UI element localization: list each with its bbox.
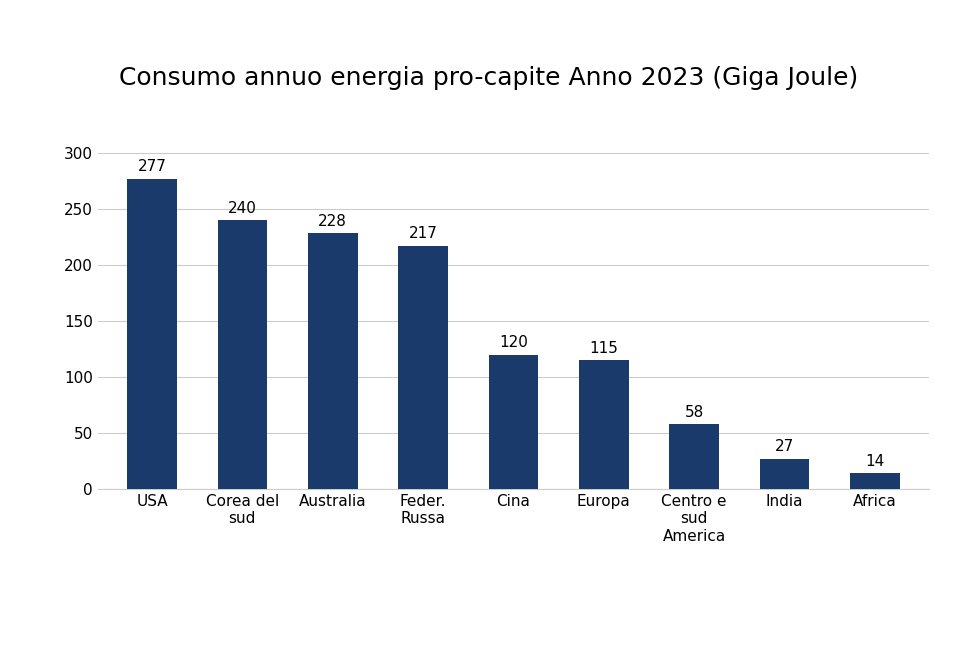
Text: 228: 228 — [318, 214, 347, 229]
Bar — [759, 459, 809, 489]
Bar — [308, 233, 358, 489]
Text: 58: 58 — [684, 404, 703, 419]
Text: 217: 217 — [408, 226, 437, 241]
Bar — [127, 179, 177, 489]
Bar — [488, 355, 537, 489]
Bar — [668, 424, 718, 489]
Text: 27: 27 — [774, 439, 793, 454]
Text: 120: 120 — [498, 335, 528, 350]
Bar — [849, 473, 899, 489]
Text: 240: 240 — [228, 201, 257, 216]
Text: Consumo annuo energia pro-capite Anno 2023 (Giga Joule): Consumo annuo energia pro-capite Anno 20… — [119, 67, 858, 90]
Bar — [398, 246, 447, 489]
Text: 14: 14 — [865, 454, 883, 469]
Text: 277: 277 — [138, 159, 166, 174]
Text: 115: 115 — [589, 340, 617, 355]
Bar — [217, 220, 267, 489]
Bar — [578, 360, 628, 489]
